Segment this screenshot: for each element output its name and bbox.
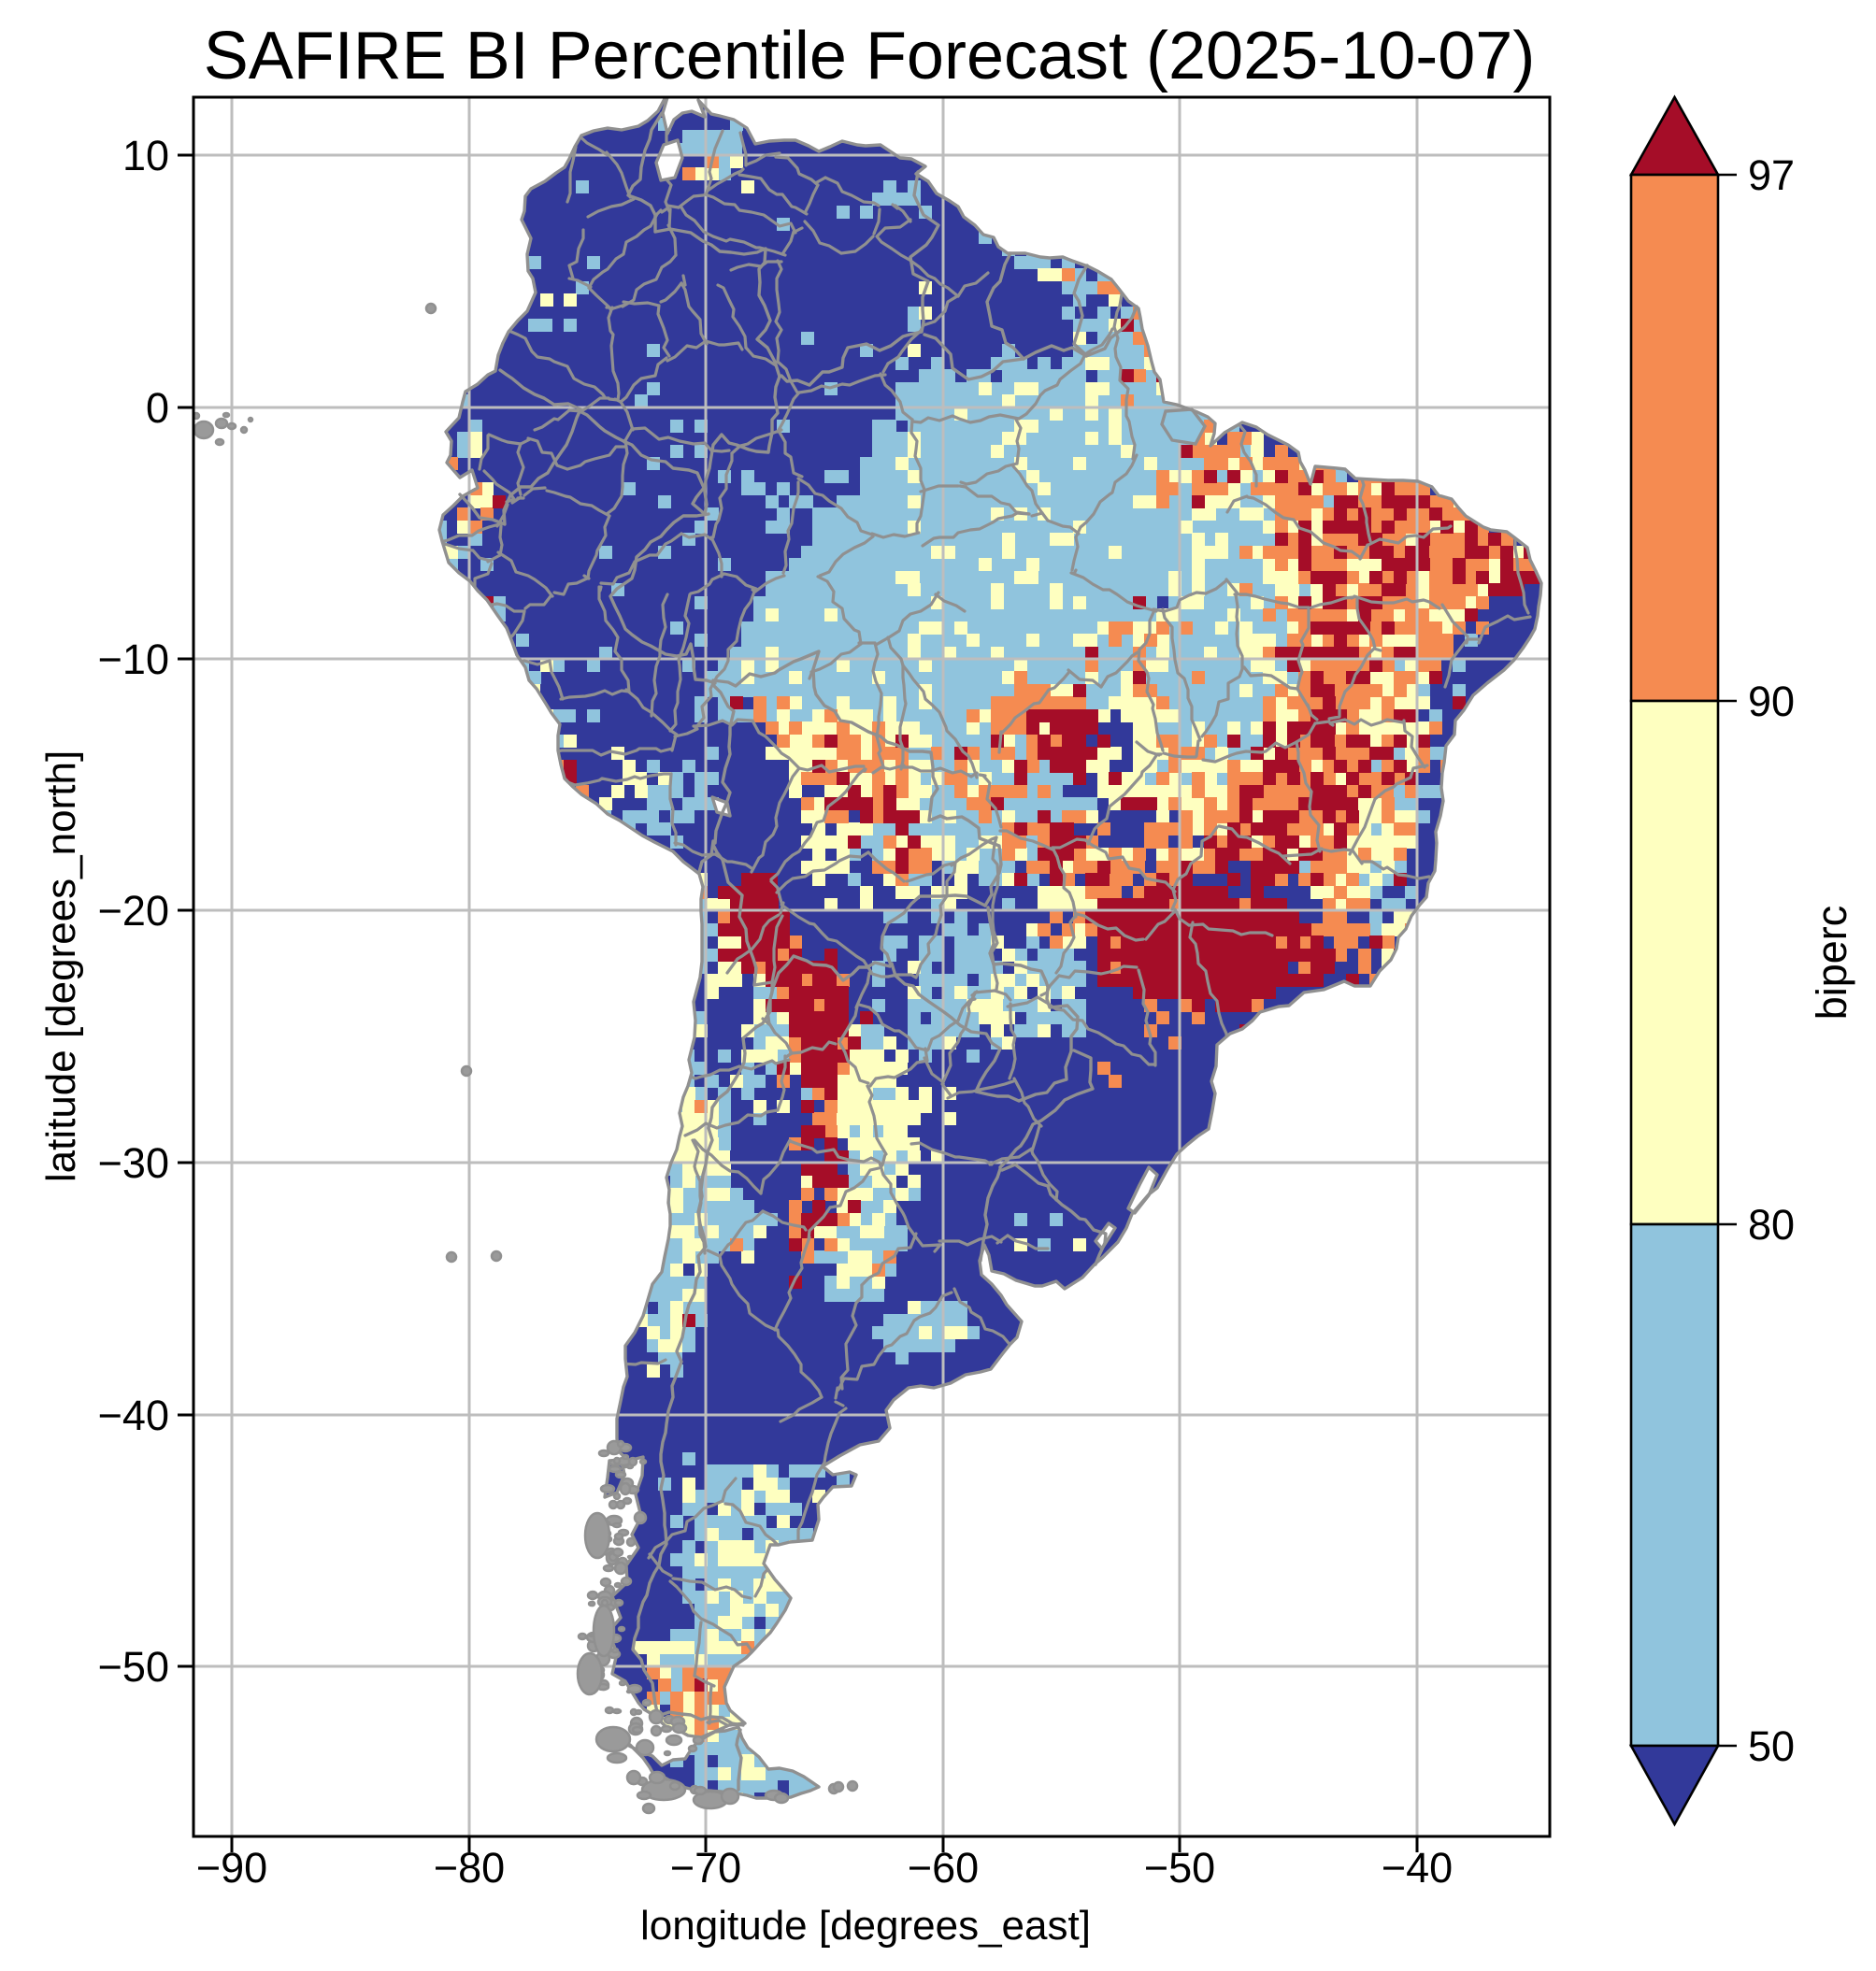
svg-text:10: 10 (122, 132, 169, 179)
svg-text:−10: −10 (98, 636, 169, 683)
svg-text:−40: −40 (1382, 1844, 1453, 1892)
svg-text:−20: −20 (98, 887, 169, 935)
svg-text:80: 80 (1748, 1201, 1795, 1249)
svg-text:−40: −40 (98, 1392, 169, 1439)
svg-text:0: 0 (146, 384, 169, 432)
svg-text:biperc: biperc (1808, 906, 1855, 1021)
svg-text:−60: −60 (908, 1844, 979, 1892)
svg-text:SAFIRE BI Percentile Forecast: SAFIRE BI Percentile Forecast (2025-10-0… (204, 19, 1536, 93)
svg-text:50: 50 (1748, 1722, 1795, 1770)
svg-text:longitude [degrees_east]: longitude [degrees_east] (640, 1903, 1091, 1949)
svg-text:−50: −50 (98, 1643, 169, 1691)
svg-text:−70: −70 (670, 1844, 741, 1892)
svg-text:97: 97 (1748, 151, 1795, 199)
svg-text:−90: −90 (196, 1844, 267, 1892)
svg-text:latitude [degrees_north]: latitude [degrees_north] (38, 750, 84, 1182)
svg-text:−50: −50 (1144, 1844, 1215, 1892)
svg-text:90: 90 (1748, 678, 1795, 725)
svg-text:−80: −80 (434, 1844, 505, 1892)
svg-text:−30: −30 (98, 1139, 169, 1187)
